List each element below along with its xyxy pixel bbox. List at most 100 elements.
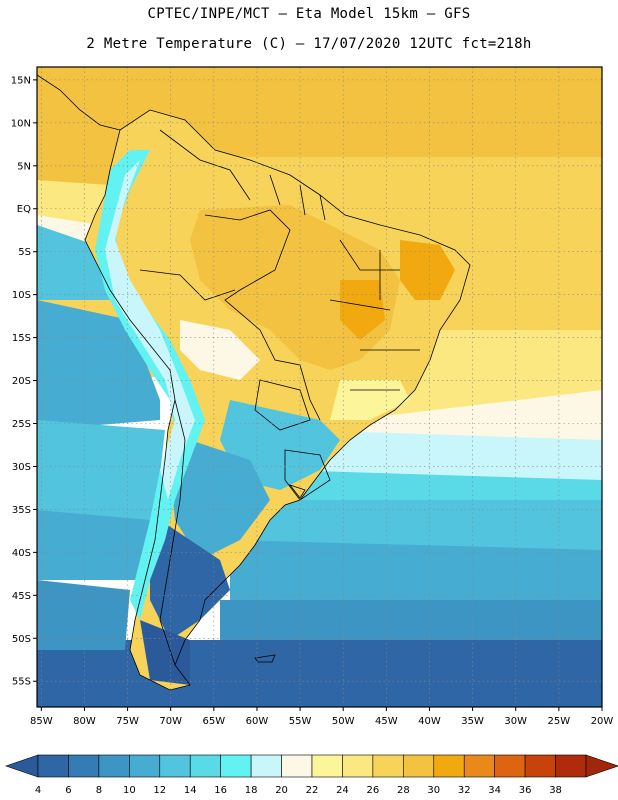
lon-label: 40W bbox=[418, 716, 441, 727]
border-guianas bbox=[269, 174, 326, 221]
legend-swatch bbox=[98, 754, 130, 778]
central-brazil-hot bbox=[340, 280, 385, 340]
lon-label: 30W bbox=[504, 716, 527, 727]
legend-value-label: 16 bbox=[214, 785, 227, 796]
brazil-states bbox=[329, 239, 420, 391]
title-line-2: 2 Metre Temperature (C) – 17/07/2020 12U… bbox=[86, 36, 532, 52]
lat-label: 25S bbox=[12, 419, 31, 430]
legend-value-label: 34 bbox=[488, 785, 501, 796]
lon-label: 70W bbox=[159, 716, 182, 727]
legend-value-label: 10 bbox=[123, 785, 136, 796]
lon-label: 55W bbox=[289, 716, 312, 727]
band-pacific-8 bbox=[37, 580, 130, 650]
legend-over-triangle bbox=[585, 754, 618, 778]
lat-label: 55S bbox=[12, 677, 31, 688]
latitude-labels: 15N 10N 5N EQ 5S 10S 15S 20S 25S 30S 35S 40S 45S 50S 5… bbox=[11, 75, 37, 688]
patagonia-cold bbox=[150, 520, 230, 640]
lon-label: 25W bbox=[548, 716, 571, 727]
lat-label: 15S bbox=[12, 333, 31, 344]
amazon-warm-region bbox=[190, 205, 400, 370]
lat-label: 45S bbox=[12, 591, 31, 602]
legend-value-label: 36 bbox=[519, 785, 532, 796]
legend-value-label: 22 bbox=[306, 785, 319, 796]
legend-swatch bbox=[433, 754, 465, 778]
map-frame bbox=[36, 66, 603, 708]
legend-value-label: 6 bbox=[65, 785, 71, 796]
lat-label: 15N bbox=[11, 75, 31, 86]
lat-label: EQ bbox=[17, 204, 31, 215]
legend-swatch bbox=[159, 754, 191, 778]
central-america bbox=[37, 74, 121, 131]
title-line-1: CPTEC/INPE/MCT – Eta Model 15km – GFS bbox=[147, 6, 471, 22]
lon-label: 35W bbox=[461, 716, 484, 727]
legend-swatch bbox=[250, 754, 282, 778]
lon-label: 85W bbox=[30, 716, 53, 727]
border-chile-argentina bbox=[159, 399, 186, 666]
lon-label: 80W bbox=[73, 716, 96, 727]
legend-value-label: 28 bbox=[397, 785, 410, 796]
legend-value-label: 38 bbox=[549, 785, 562, 796]
continent-outline bbox=[84, 109, 471, 691]
lat-label: 35S bbox=[12, 505, 31, 516]
band-pacific-14 bbox=[37, 225, 110, 300]
band-atlantic-10 bbox=[230, 540, 602, 610]
border-peru-bolivia bbox=[139, 269, 236, 301]
legend-swatch bbox=[494, 754, 526, 778]
legend-value-label: 20 bbox=[275, 785, 288, 796]
lat-label: 30S bbox=[12, 462, 31, 473]
legend-swatch bbox=[37, 754, 69, 778]
lon-label: 60W bbox=[246, 716, 269, 727]
legend-swatch bbox=[220, 754, 252, 778]
border-venezuela bbox=[159, 129, 251, 201]
lon-label: 50W bbox=[332, 716, 355, 727]
border-brazil-west bbox=[204, 209, 321, 421]
longitude-labels: 85W 80W 75W 70W 65W 60W 55W 50W 45W 40W 35W 30W 25W 2… bbox=[30, 707, 613, 727]
legend-under-triangle bbox=[5, 754, 39, 778]
legend-value-label: 14 bbox=[184, 785, 197, 796]
legend-value-label: 30 bbox=[427, 785, 440, 796]
band-pacific-10 bbox=[37, 420, 165, 520]
legend-value-label: 24 bbox=[336, 785, 349, 796]
lat-label: 10N bbox=[11, 118, 31, 129]
andes-crest bbox=[105, 160, 195, 500]
northeast-hot-region bbox=[400, 240, 455, 300]
temperature-map: 15N 10N 5N EQ 5S 10S 15S 20S 25S 30S 35S 40S 45S 50S 5… bbox=[11, 66, 613, 727]
border-uruguay bbox=[284, 449, 331, 501]
legend-value-label: 26 bbox=[367, 785, 380, 796]
legend-swatch bbox=[524, 754, 556, 778]
lat-label: 5N bbox=[17, 161, 31, 172]
legend-value-label: 4 bbox=[35, 785, 41, 796]
lon-label: 75W bbox=[116, 716, 139, 727]
legend-swatch bbox=[342, 754, 374, 778]
band-south-6 bbox=[37, 640, 602, 707]
lat-label: 50S bbox=[12, 634, 31, 645]
legend-swatch bbox=[68, 754, 100, 778]
legend-swatch bbox=[372, 754, 404, 778]
lat-label: 40S bbox=[12, 548, 31, 559]
border-paraguay bbox=[254, 379, 311, 431]
country-borders bbox=[37, 74, 471, 691]
falkland-islands bbox=[254, 654, 276, 663]
legend-swatch bbox=[281, 754, 313, 778]
legend-value-label: 32 bbox=[458, 785, 471, 796]
legend-value-label: 8 bbox=[96, 785, 102, 796]
legend-swatch bbox=[129, 754, 161, 778]
legend-value-label: 12 bbox=[153, 785, 166, 796]
legend-swatch bbox=[555, 754, 587, 778]
lon-label: 65W bbox=[203, 716, 226, 727]
lat-label: 5S bbox=[18, 247, 31, 258]
band-pacific-9 bbox=[37, 510, 150, 580]
legend-swatch bbox=[311, 754, 343, 778]
legend-value-label: 18 bbox=[245, 785, 258, 796]
lagoa-dos-patos bbox=[288, 484, 306, 499]
legend-swatch bbox=[189, 754, 221, 778]
legend-swatch bbox=[403, 754, 435, 778]
lon-label: 20W bbox=[591, 716, 614, 727]
lat-label: 20S bbox=[12, 376, 31, 387]
legend-swatch bbox=[463, 754, 495, 778]
band-atlantic-8 bbox=[220, 600, 602, 650]
bolivia-pale bbox=[180, 320, 260, 380]
lat-label: 10S bbox=[12, 290, 31, 301]
andes-range bbox=[95, 150, 205, 620]
lon-label: 45W bbox=[375, 716, 398, 727]
